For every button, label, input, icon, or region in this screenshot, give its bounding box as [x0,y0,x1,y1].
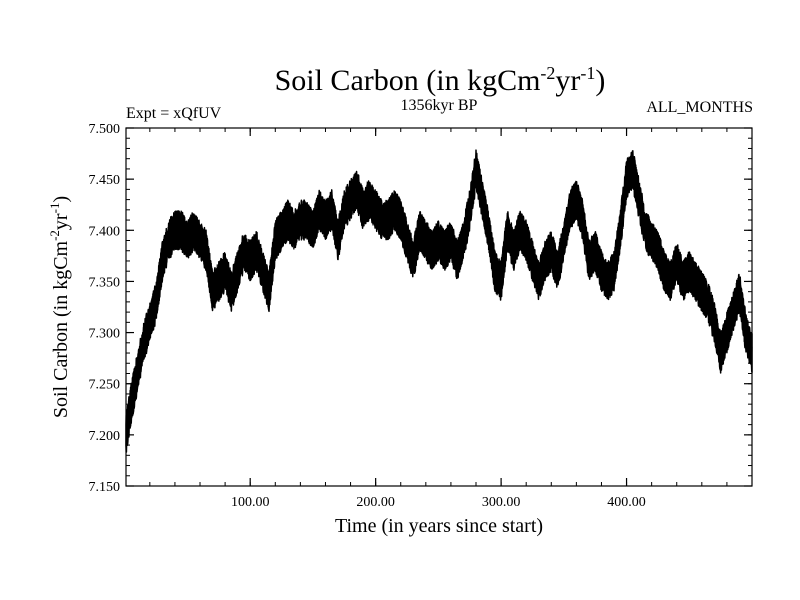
data-layer [125,149,753,453]
y-tick-label: 7.400 [89,224,121,239]
tick-layer: 7.150 7.200 7.250 7.300 7.350 7.400 7.450 7.500… [89,122,752,510]
y-axis-label: Soil Carbon (in kgCm-2yr-1) [47,196,72,418]
y-axis-label-main: Soil Carbon (in kgCm [50,240,72,418]
months-label: ALL_MONTHS [646,99,753,116]
experiment-label: Expt = xQfUV [126,105,222,122]
x-axis-label: Time (in years since start) [335,515,543,537]
y-tick-label: 7.350 [89,275,121,290]
y-axis-label-end: ) [50,196,72,203]
series-band [125,149,753,453]
y-axis-label-mid: yr [50,213,72,230]
plot-frame [125,127,753,487]
chart-title-main: Soil Carbon (in kgCm [275,64,541,97]
x-tick-label: 400.00 [607,495,646,510]
x-tick-label: 100.00 [231,495,270,510]
y-tick-label: 7.250 [89,378,121,393]
y-axis-label-sup1: -2 [47,230,62,241]
chart-title-sup1: -2 [540,63,555,83]
y-tick-label: 7.150 [89,480,121,495]
chart-title-mid: yr [555,64,580,97]
chart-title: Soil Carbon (in kgCm-2yr-1) [275,63,606,97]
y-tick-label: 7.200 [89,429,121,444]
y-tick-label: 7.450 [89,173,121,188]
y-tick-label: 7.500 [89,122,121,137]
period-label: 1356kyr BP [401,97,478,114]
y-axis-label-sup2: -1 [47,203,62,214]
chart-title-sup2: -1 [580,63,595,83]
series-line [125,155,753,447]
chart-title-end: ) [595,64,605,97]
x-tick-label: 300.00 [482,495,521,510]
y-tick-label: 7.300 [89,327,121,342]
x-tick-label: 200.00 [356,495,395,510]
